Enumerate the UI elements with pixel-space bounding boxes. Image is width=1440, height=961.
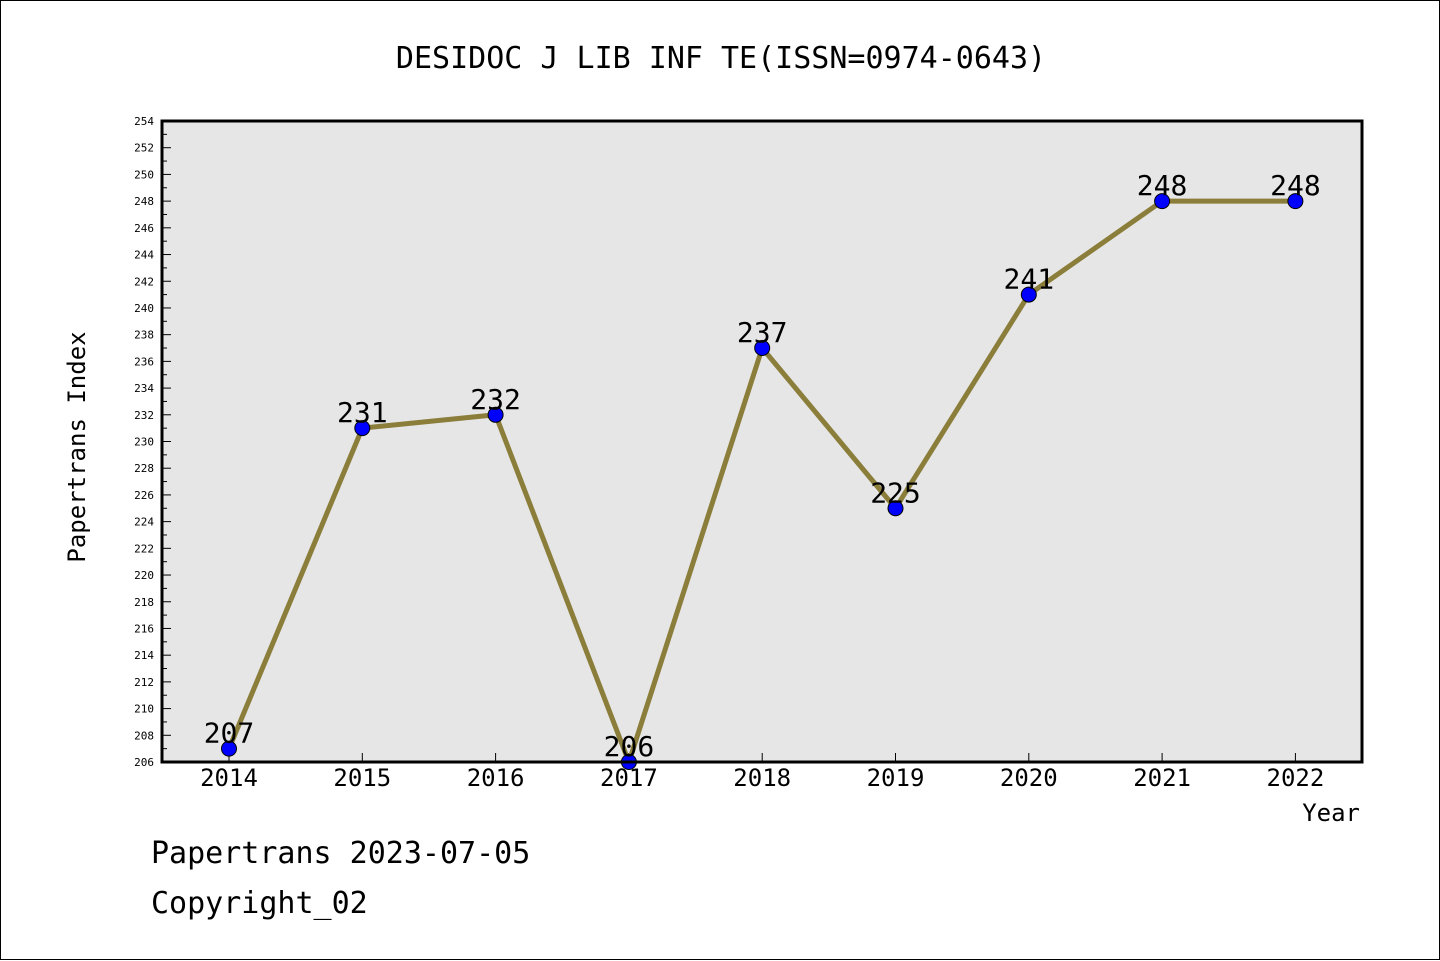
y-tick-label: 214 bbox=[134, 649, 154, 662]
marker-group bbox=[221, 193, 1304, 770]
y-tick-label: 244 bbox=[134, 249, 154, 262]
plot-border bbox=[160, 119, 1364, 764]
y-tick-label: 254 bbox=[134, 115, 154, 128]
y-tick-label: 252 bbox=[134, 142, 154, 155]
data-label: 231 bbox=[337, 396, 388, 429]
y-tick-label: 236 bbox=[134, 355, 154, 368]
chart-title: DESIDOC J LIB INF TE(ISSN=0974-0643) bbox=[396, 41, 1046, 76]
y-tick-label: 222 bbox=[134, 542, 154, 555]
x-tick-label: 2022 bbox=[1267, 764, 1325, 792]
data-label: 248 bbox=[1270, 169, 1321, 202]
y-tick-label: 220 bbox=[134, 569, 154, 582]
y-tick-label: 248 bbox=[134, 195, 154, 208]
data-label: 232 bbox=[470, 383, 521, 416]
footer-copyright-line: Copyright_02 bbox=[151, 886, 368, 921]
data-point bbox=[354, 420, 371, 437]
data-point bbox=[1154, 193, 1171, 210]
y-axis: 206 208 210 212 214 216 218 220 222 224 226 228 230 2… bbox=[134, 115, 171, 769]
x-axis: 2014 2015 2016 2017 2018 2019 2020 2021 2022 bbox=[200, 753, 1324, 792]
x-axis-label: Year bbox=[1302, 799, 1360, 827]
y-tick-label: 206 bbox=[134, 756, 154, 769]
x-tick-label: 2020 bbox=[1000, 764, 1058, 792]
y-tick-label: 216 bbox=[134, 622, 154, 635]
data-point bbox=[221, 740, 237, 757]
data-label: 206 bbox=[604, 730, 655, 763]
y-tick-label: 208 bbox=[134, 729, 154, 742]
y-tick-label: 232 bbox=[134, 409, 154, 422]
data-point bbox=[887, 500, 904, 517]
data-label: 248 bbox=[1137, 169, 1188, 202]
x-tick-label: 2021 bbox=[1133, 764, 1191, 792]
data-point bbox=[1287, 193, 1304, 210]
data-label-group: 207 231 232 206 237 225 241 248 248 bbox=[204, 169, 1321, 763]
y-tick-label: 234 bbox=[134, 382, 154, 395]
x-tick-label: 2019 bbox=[867, 764, 925, 792]
x-tick-label: 2014 bbox=[200, 764, 258, 792]
data-label: 225 bbox=[870, 476, 921, 509]
x-tick-label: 2016 bbox=[467, 764, 525, 792]
data-label: 207 bbox=[204, 717, 255, 750]
y-tick-label: 218 bbox=[134, 596, 154, 609]
footer-date-line: Papertrans 2023-07-05 bbox=[151, 836, 531, 871]
y-tick-label: 230 bbox=[134, 436, 154, 449]
y-tick-label: 246 bbox=[134, 222, 154, 235]
data-label: 237 bbox=[737, 316, 788, 349]
y-tick-label: 228 bbox=[134, 462, 154, 475]
x-tick-label: 2018 bbox=[733, 764, 791, 792]
y-tick-label: 240 bbox=[134, 302, 154, 315]
plot-area bbox=[162, 121, 1362, 762]
data-point bbox=[487, 406, 504, 423]
y-tick-label: 210 bbox=[134, 703, 154, 716]
y-axis-label: Papertrans Index bbox=[63, 331, 91, 562]
y-tick-label: 238 bbox=[134, 329, 154, 342]
y-tick-label: 212 bbox=[134, 676, 154, 689]
y-tick-label: 242 bbox=[134, 275, 154, 288]
y-tick-label: 224 bbox=[134, 516, 154, 529]
y-tick-label: 226 bbox=[134, 489, 154, 502]
data-label: 241 bbox=[1004, 263, 1055, 296]
data-point bbox=[1020, 286, 1037, 303]
x-tick-label: 2015 bbox=[333, 764, 391, 792]
data-point bbox=[754, 340, 771, 357]
y-tick-label: 250 bbox=[134, 168, 154, 181]
